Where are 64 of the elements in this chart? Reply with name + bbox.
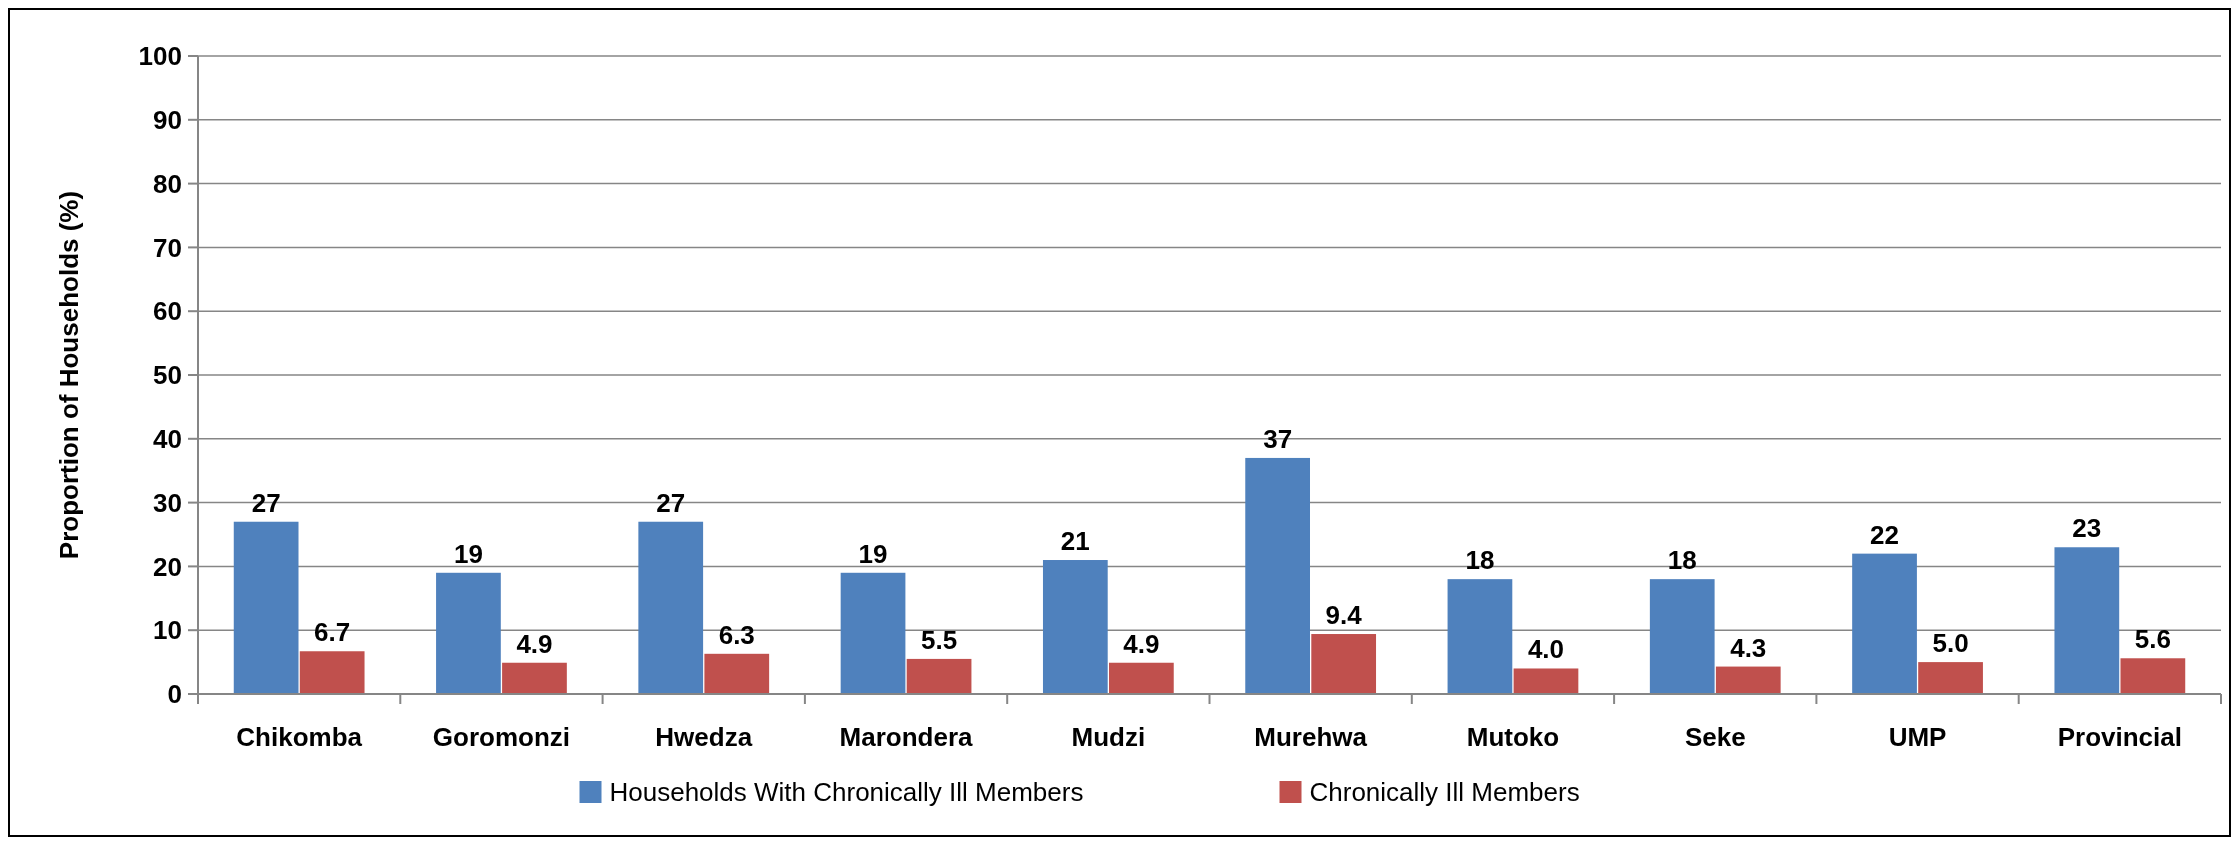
bar bbox=[1447, 579, 1513, 694]
y-tick-label: 10 bbox=[153, 615, 182, 646]
bar bbox=[502, 662, 567, 694]
bar bbox=[1311, 634, 1377, 694]
y-tick-label: 70 bbox=[153, 232, 182, 263]
data-label: 6.7 bbox=[314, 617, 351, 648]
data-label: 4.0 bbox=[1527, 634, 1565, 665]
bar bbox=[840, 572, 906, 694]
bar bbox=[1649, 579, 1715, 694]
x-tick-label: Hwedza bbox=[655, 722, 753, 752]
legend-label: Households With Chronically Ill Members bbox=[609, 777, 1084, 808]
x-tick-label: Marondera bbox=[839, 722, 974, 752]
x-tick-label: Chikomba bbox=[236, 722, 363, 752]
bar bbox=[1918, 662, 1983, 694]
x-tick-label: Murehwa bbox=[1254, 722, 1368, 752]
y-tick-label: 60 bbox=[153, 296, 182, 327]
data-label: 27 bbox=[656, 487, 686, 518]
y-tick-label: 0 bbox=[167, 679, 182, 710]
data-label: 5.5 bbox=[920, 624, 958, 655]
bar bbox=[1109, 662, 1174, 694]
bar bbox=[1245, 457, 1311, 694]
y-tick-label: 20 bbox=[153, 551, 182, 582]
y-tick-label: 50 bbox=[153, 360, 182, 391]
x-tick-label: Provincial bbox=[2057, 722, 2182, 752]
data-label: 5.6 bbox=[2134, 624, 2171, 655]
bar bbox=[233, 521, 299, 694]
data-label: 21 bbox=[1060, 526, 1090, 557]
data-label: 22 bbox=[1870, 519, 1899, 550]
x-tick-label: Mutoko bbox=[1466, 722, 1560, 752]
data-label: 4.9 bbox=[1123, 628, 1160, 659]
bar bbox=[704, 653, 770, 694]
data-label: 4.9 bbox=[516, 628, 553, 659]
x-tick-label: UMP bbox=[1888, 722, 1947, 752]
y-tick-label: 100 bbox=[138, 41, 182, 72]
data-label: 6.3 bbox=[718, 619, 755, 650]
y-tick-label: 90 bbox=[153, 104, 182, 135]
x-tick-label: Goromonzi bbox=[432, 722, 571, 752]
x-tick-label: Seke bbox=[1684, 722, 1746, 752]
bar bbox=[638, 521, 704, 694]
bar bbox=[299, 651, 365, 694]
bar bbox=[436, 572, 501, 694]
data-label: 19 bbox=[453, 538, 483, 569]
bar bbox=[1042, 560, 1108, 694]
x-tick-label: Mudzi bbox=[1071, 722, 1146, 752]
bar bbox=[1513, 668, 1579, 694]
y-tick-label: 30 bbox=[153, 487, 182, 518]
data-label: 19 bbox=[858, 538, 888, 569]
y-tick-label: 80 bbox=[153, 168, 182, 199]
data-label: 9.4 bbox=[1325, 600, 1363, 631]
data-label: 27 bbox=[251, 487, 281, 518]
data-label: 37 bbox=[1263, 423, 1293, 454]
data-label: 4.3 bbox=[1730, 632, 1767, 663]
data-label: 18 bbox=[1667, 545, 1697, 576]
bar bbox=[2054, 547, 2120, 694]
bar bbox=[1715, 666, 1781, 694]
data-label: 5.0 bbox=[1932, 628, 1969, 659]
bar bbox=[906, 658, 972, 694]
y-tick-label: 40 bbox=[153, 423, 182, 454]
y-axis-title: Proportion of Households (%) bbox=[54, 190, 84, 560]
bar bbox=[2120, 658, 2186, 694]
data-label: 23 bbox=[2072, 513, 2102, 544]
bar bbox=[1852, 553, 1917, 694]
legend-label: Chronically Ill Members bbox=[1309, 777, 1580, 808]
data-label: 18 bbox=[1465, 545, 1495, 576]
